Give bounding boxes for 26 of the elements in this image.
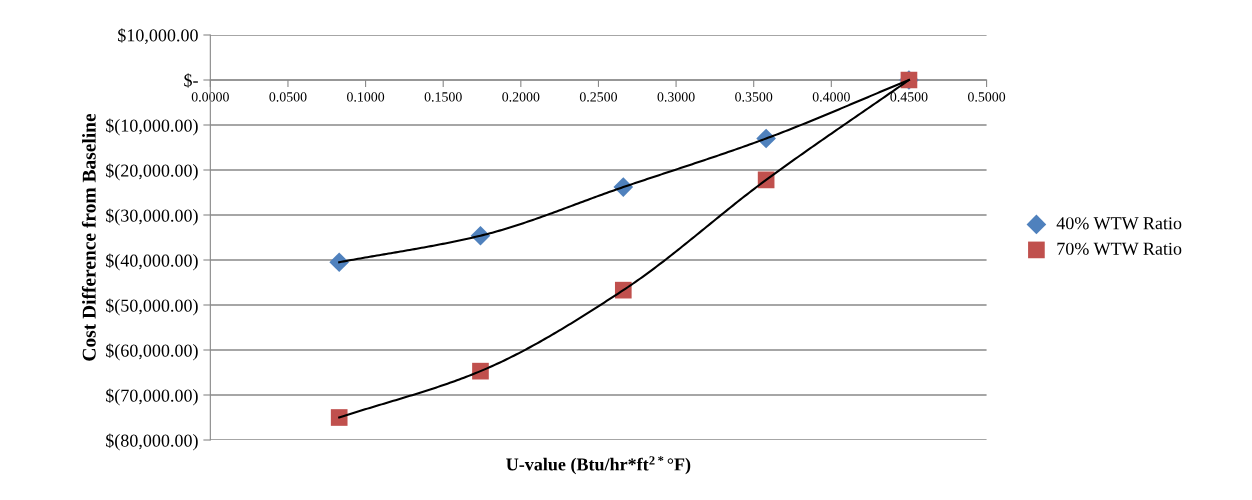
x-tick-label: 0.2500 <box>579 92 618 102</box>
y-tick-label: $(30,000.00) <box>106 208 198 226</box>
x-tick-label: 0.4500 <box>890 92 928 102</box>
x-tick-label: 0.3500 <box>735 92 773 102</box>
x-tick-label: 0.1500 <box>424 92 462 102</box>
legend-label: 70% WTW Ratio <box>1057 242 1182 255</box>
y-tick-label: $(50,000.00) <box>106 298 198 316</box>
y-axis-title: Cost Difference from Baseline <box>81 113 96 361</box>
y-tick-label: $10,000.00 <box>118 28 198 45</box>
x-tick-label: 0.0000 <box>191 92 229 102</box>
x-tick-label: 0.3000 <box>657 92 695 102</box>
x-tick-label: 0.4000 <box>812 92 850 102</box>
legend-label: 40% WTW Ratio <box>1056 217 1182 230</box>
y-tick-label: $(80,000.00) <box>106 433 198 451</box>
y-tick-label: $(60,000.00) <box>106 343 198 361</box>
y-tick-label: $- <box>184 73 198 88</box>
y-tick-label: $(20,000.00) <box>106 163 198 181</box>
x-tick-label: 0.2000 <box>502 92 540 102</box>
x-tick-label: 0.5000 <box>968 92 1006 102</box>
x-tick-label: 0.1000 <box>347 92 385 102</box>
y-tick-label: $(40,000.00) <box>106 253 198 271</box>
y-tick-label: $(70,000.00) <box>106 388 198 406</box>
x-axis-title: U-value (Btu/hr*ft$^{2*}$°F) <box>506 456 691 475</box>
point <box>330 409 348 426</box>
y-tick-label: $(10,000.00) <box>106 118 198 136</box>
x-tick-label: 0.0500 <box>269 92 307 102</box>
